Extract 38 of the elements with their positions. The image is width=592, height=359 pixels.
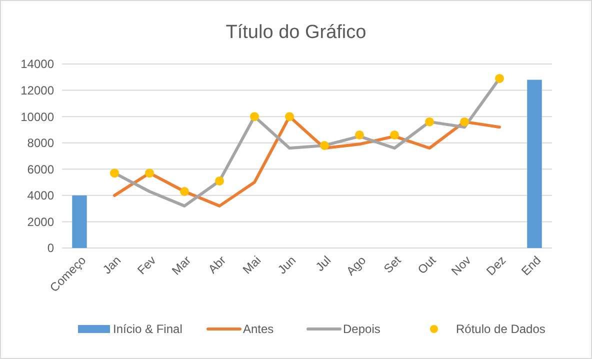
x-tick-label: End	[518, 253, 544, 278]
x-tick-label: Mai	[240, 253, 264, 277]
point	[390, 130, 399, 140]
y-tick-label: 4000	[27, 188, 54, 203]
legend-label: Antes	[243, 322, 274, 336]
legend-label: Início & Final	[113, 322, 182, 336]
chart-title: Título do Gráfico	[226, 22, 366, 43]
x-tick-label: Jun	[275, 253, 299, 277]
x-tick-label: Mar	[169, 253, 194, 278]
point	[285, 112, 294, 122]
x-tick-label: Nov	[448, 253, 474, 278]
x-tick-label: Set	[380, 252, 404, 276]
y-tick-label: 10000	[20, 110, 54, 124]
point	[320, 140, 329, 150]
point	[495, 74, 504, 83]
y-tick-label: 0	[47, 241, 54, 256]
x-tick-label: Abr	[205, 253, 229, 276]
point	[215, 176, 224, 186]
point	[460, 117, 469, 126]
point	[355, 130, 364, 140]
y-tick-label: 14000	[20, 57, 54, 72]
point	[110, 168, 119, 178]
legend-label: Rótulo de Dados	[456, 322, 546, 336]
y-tick-label: 6000	[27, 162, 54, 176]
point	[250, 112, 259, 122]
y-tick-label: 12000	[20, 83, 54, 98]
legend-label: Depois	[343, 322, 380, 336]
point	[425, 117, 434, 126]
y-tick-label: 2000	[27, 214, 54, 229]
x-tick-label: Jul	[312, 253, 334, 274]
x-tick-label: Fev	[134, 253, 159, 278]
point	[180, 186, 189, 196]
y-tick-label: 8000	[27, 136, 54, 150]
x-tick-label: Ago	[344, 252, 369, 278]
x-tick-label: Out	[415, 252, 440, 277]
point	[145, 168, 154, 178]
x-tick-label: Dez	[484, 253, 509, 278]
x-tick-label: Jan	[100, 253, 124, 277]
